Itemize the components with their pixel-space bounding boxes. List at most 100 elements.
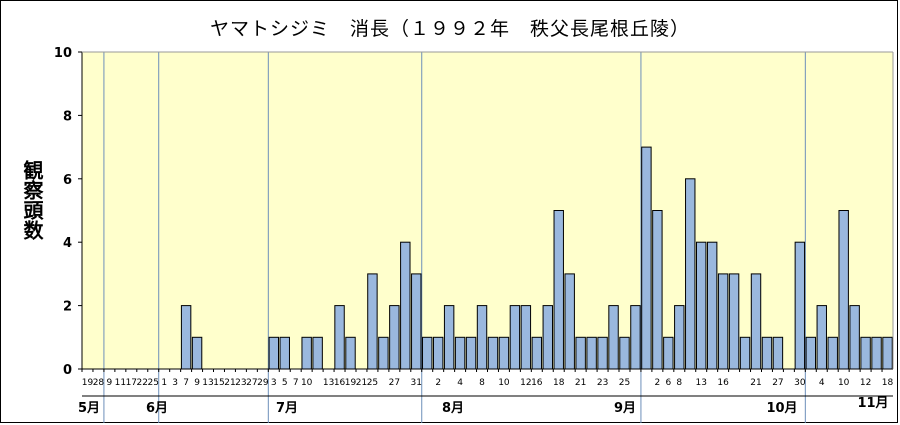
x-tick-label: 15 bbox=[213, 378, 224, 388]
y-tick-label: 10 bbox=[54, 46, 72, 61]
x-tick-label: 31 bbox=[411, 378, 422, 388]
x-tick-label: 4 bbox=[457, 378, 463, 388]
bar-10/12 bbox=[695, 241, 707, 370]
x-tick-label: 9 bbox=[194, 378, 200, 388]
x-tick-label: 5 bbox=[282, 378, 288, 388]
x-tick-label: 10 bbox=[498, 378, 510, 388]
bar-10/13 bbox=[706, 241, 718, 370]
x-tick-label: 2 bbox=[435, 378, 441, 388]
month-label: 6月 bbox=[146, 401, 168, 416]
x-tick-label: 21 bbox=[750, 378, 761, 388]
bar-11/10 bbox=[827, 336, 838, 370]
x-tick-label: 18 bbox=[882, 378, 894, 388]
y-tick-label: 4 bbox=[63, 236, 72, 251]
y-tick-label: 8 bbox=[63, 109, 72, 124]
bar-10/8 bbox=[685, 178, 696, 370]
x-tick-label: 13 bbox=[323, 378, 334, 388]
bar-9/7 bbox=[465, 336, 477, 370]
x-tick-label: 2 bbox=[655, 378, 661, 388]
bar-8/26 bbox=[378, 336, 389, 370]
x-tick-label: 10 bbox=[838, 378, 850, 388]
bar-8/27 bbox=[389, 305, 400, 370]
bar-9/17 bbox=[542, 305, 553, 370]
x-tick-label: 22 bbox=[137, 378, 148, 388]
bar-9/10 bbox=[487, 336, 499, 370]
x-tick-label: 27 bbox=[389, 378, 400, 388]
y-tick-label: 0 bbox=[63, 363, 72, 378]
bar-8/28 bbox=[400, 241, 411, 370]
x-tick-label: 1 bbox=[161, 378, 167, 388]
bar-9/16 bbox=[531, 336, 543, 370]
x-tick-label: 7 bbox=[293, 378, 299, 388]
bar-8/5 bbox=[279, 336, 290, 370]
x-tick-label: 13 bbox=[202, 378, 213, 388]
bar-7/9 bbox=[191, 336, 203, 370]
bar-8/31 bbox=[411, 273, 422, 370]
bar-9/23 bbox=[597, 336, 608, 370]
x-tick-label: 25 bbox=[367, 378, 378, 388]
bar-9/24 bbox=[608, 305, 619, 370]
bar-9/3 bbox=[443, 305, 455, 370]
bar-9/22 bbox=[586, 336, 597, 370]
bar-10/7 bbox=[674, 305, 685, 370]
x-tick-label: 9 bbox=[107, 378, 113, 388]
bar-11/18 bbox=[871, 336, 882, 370]
bar-10/16 bbox=[728, 273, 740, 370]
bar-9/11 bbox=[498, 336, 510, 370]
x-tick-label: 3 bbox=[172, 378, 178, 388]
month-label: 9月 bbox=[614, 401, 636, 416]
month-label: 11月 bbox=[857, 396, 888, 411]
chart-title: ヤマトシジミ 消長（１９９２年 秩父長尾根丘陵） bbox=[209, 18, 690, 40]
bar-10/19 bbox=[750, 273, 762, 370]
x-tick-label: 17 bbox=[126, 378, 137, 388]
x-tick-label: 21 bbox=[224, 378, 235, 388]
x-tick-label: 28 bbox=[93, 378, 105, 388]
x-tick-label: 19 bbox=[82, 378, 94, 388]
x-tick-label: 23 bbox=[597, 378, 608, 388]
y-axis-label: 観察頭数 bbox=[20, 160, 44, 240]
x-tick-label: 8 bbox=[676, 378, 682, 388]
bar-8/16 bbox=[334, 305, 345, 370]
bar-9/1 bbox=[422, 336, 433, 370]
bar-8/3 bbox=[268, 336, 280, 370]
bar-9/18 bbox=[553, 210, 564, 370]
bar-8/12 bbox=[312, 336, 323, 370]
bar-9/2 bbox=[432, 336, 444, 370]
x-tick-label: 12 bbox=[520, 378, 531, 388]
bar-7/7 bbox=[180, 305, 192, 370]
x-tick-label: 7 bbox=[183, 378, 189, 388]
bar-9/26 bbox=[630, 305, 641, 370]
x-tick-label: 19 bbox=[345, 378, 357, 388]
bar-10/17 bbox=[739, 336, 751, 370]
x-tick-label: 16 bbox=[717, 378, 729, 388]
x-tick-label: 4 bbox=[819, 378, 825, 388]
x-tick-label: 8 bbox=[479, 378, 485, 388]
x-tick-label: 18 bbox=[553, 378, 565, 388]
month-label: 10月 bbox=[766, 401, 797, 416]
bar-11/20 bbox=[882, 336, 893, 370]
y-tick-label: 2 bbox=[63, 300, 72, 315]
bar-9/15 bbox=[520, 305, 532, 370]
bar-10/27 bbox=[772, 336, 784, 370]
x-tick-label: 16 bbox=[334, 378, 346, 388]
bar-11/4 bbox=[805, 336, 817, 370]
x-tick-label: 11 bbox=[115, 378, 126, 388]
x-tick-label: 25 bbox=[619, 378, 630, 388]
bar-10/6 bbox=[663, 336, 674, 370]
month-label: 8月 bbox=[442, 401, 464, 416]
x-tick-label: 13 bbox=[695, 378, 706, 388]
bar-9/8 bbox=[476, 305, 488, 370]
x-tick-label: 10 bbox=[301, 378, 313, 388]
x-tick-label: 21 bbox=[356, 378, 367, 388]
bar-10/21 bbox=[761, 336, 773, 370]
bar-11/7 bbox=[816, 305, 827, 370]
x-tick-label: 3 bbox=[271, 378, 277, 388]
bar-10/30 bbox=[794, 241, 806, 370]
bar-9/19 bbox=[564, 273, 575, 370]
bar-9/12 bbox=[509, 305, 521, 370]
x-tick-label: 27 bbox=[246, 378, 257, 388]
x-tick-label: 16 bbox=[531, 378, 543, 388]
x-tick-label: 29 bbox=[257, 378, 269, 388]
bar-10/2 bbox=[652, 210, 663, 370]
month-label: 5月 bbox=[78, 401, 100, 416]
